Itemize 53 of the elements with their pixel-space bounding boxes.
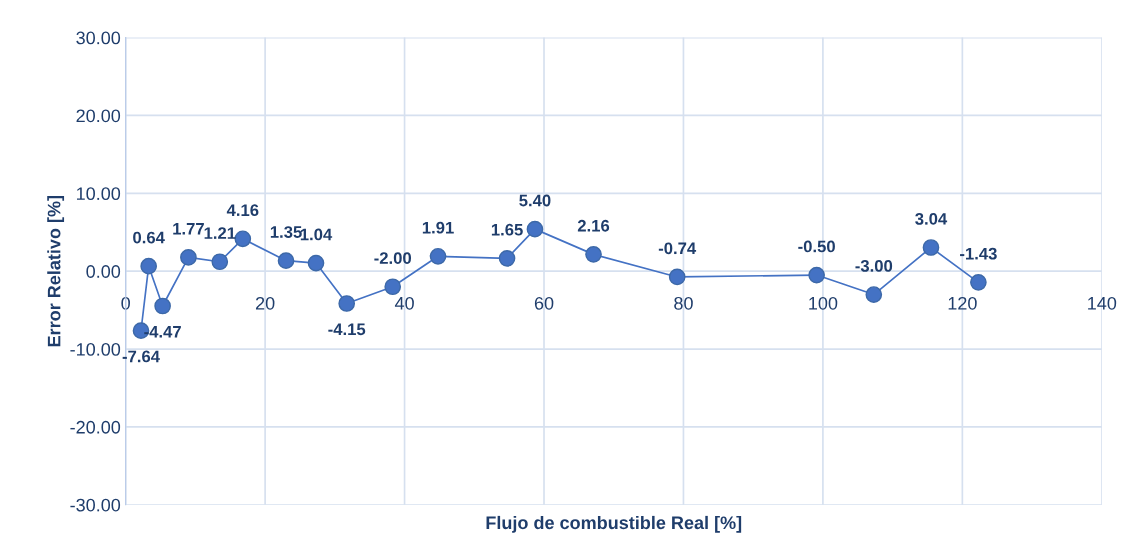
point (180, 249, 197, 266)
x-tick-label: 0 (121, 296, 130, 310)
point (154, 297, 171, 315)
x-tick-label: 140 (1088, 296, 1117, 310)
y-tick-label: 30.00 (76, 31, 121, 45)
x-tick-label: 60 (534, 296, 554, 310)
point (307, 254, 325, 272)
point (585, 246, 602, 263)
data-label: -2.00 (374, 252, 412, 265)
point (384, 278, 402, 296)
y-axis-title: Error Relativo [%] (47, 195, 65, 347)
y-tick-label: -10.00 (70, 342, 121, 356)
x-tick-label: 120 (948, 296, 977, 310)
data-label: 5.40 (519, 194, 551, 207)
data-label: 1.65 (491, 223, 523, 236)
y-tick-label: -30.00 (70, 498, 121, 512)
y-tick-label: 20.00 (76, 109, 121, 123)
data-label: 1.35 (270, 226, 302, 238)
point (429, 247, 447, 265)
data-label: -0.50 (798, 240, 835, 253)
point (338, 295, 356, 312)
y-tick-label: 0.00 (86, 265, 121, 278)
point (922, 239, 940, 256)
data-label: 1.04 (300, 228, 333, 241)
point (526, 220, 544, 238)
data-label: -4.15 (328, 323, 366, 336)
data-label: 1.77 (173, 223, 204, 235)
x-tick-label: 100 (809, 296, 838, 310)
y-tick-label: -20.00 (70, 420, 121, 434)
data-label: 4.16 (226, 204, 259, 217)
y-tick-label: 10.00 (77, 187, 121, 201)
point (970, 273, 987, 291)
data-label: -3.00 (855, 260, 893, 272)
x-tick-label: 40 (394, 296, 414, 310)
data-label: 2.16 (577, 219, 610, 232)
point (234, 230, 252, 248)
data-label: -0.74 (658, 242, 697, 255)
x-tick-label: 80 (674, 296, 693, 310)
point (140, 257, 158, 275)
point (277, 252, 295, 270)
data-label: -1.43 (960, 247, 997, 260)
data-label: 1.21 (204, 227, 236, 239)
x-tick-label: 20 (255, 296, 275, 310)
point (498, 250, 516, 267)
data-label: 1.91 (422, 221, 454, 234)
point (211, 253, 229, 271)
point (668, 268, 686, 286)
data-label: 3.04 (915, 212, 948, 225)
data-label: 0.64 (133, 231, 165, 244)
point (865, 286, 883, 303)
point (808, 266, 825, 284)
x-axis-title: Flujo de combustible Real [%] (486, 515, 742, 533)
data-label: -7.64 (122, 350, 160, 363)
